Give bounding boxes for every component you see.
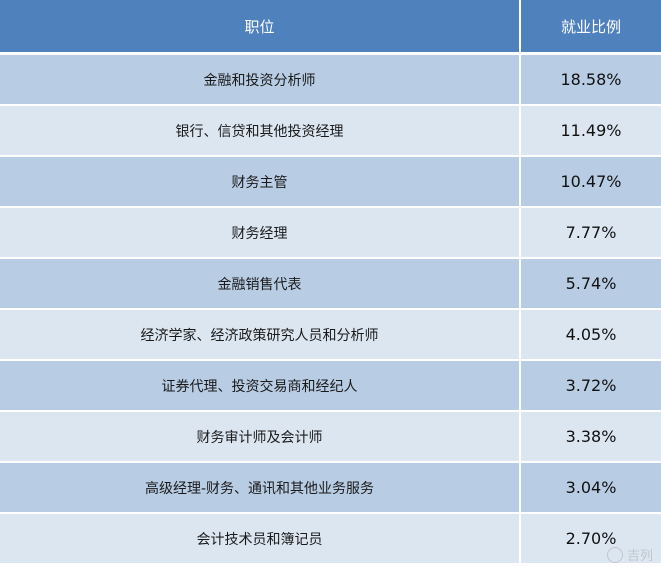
table-header: 职位 就业比例 bbox=[0, 0, 661, 55]
table-row: 会计技术员和簿记员 2.70% bbox=[0, 513, 661, 565]
cell-ratio: 7.77% bbox=[520, 207, 661, 259]
cell-position: 证券代理、投资交易商和经纪人 bbox=[0, 360, 521, 412]
cell-position: 金融和投资分析师 bbox=[0, 53, 521, 106]
table-body: 金融和投资分析师 18.58% 银行、信贷和其他投资经理 11.49% 财务主管… bbox=[0, 53, 661, 565]
cell-ratio: 4.05% bbox=[520, 309, 661, 361]
table-row: 证券代理、投资交易商和经纪人 3.72% bbox=[0, 360, 661, 412]
cell-position: 财务主管 bbox=[0, 156, 521, 208]
cell-ratio: 11.49% bbox=[520, 105, 661, 157]
cell-ratio: 5.74% bbox=[520, 258, 661, 310]
cell-position: 经济学家、经济政策研究人员和分析师 bbox=[0, 309, 521, 361]
cell-position: 财务审计师及会计师 bbox=[0, 411, 521, 463]
cell-position: 会计技术员和簿记员 bbox=[0, 513, 521, 565]
watermark-logo-icon bbox=[606, 546, 623, 563]
table-row: 财务审计师及会计师 3.38% bbox=[0, 411, 661, 463]
cell-position: 银行、信贷和其他投资经理 bbox=[0, 105, 521, 157]
cell-ratio: 10.47% bbox=[520, 156, 661, 208]
table-row: 经济学家、经济政策研究人员和分析师 4.05% bbox=[0, 309, 661, 361]
cell-ratio: 3.72% bbox=[520, 360, 661, 412]
watermark: 吉列 bbox=[606, 545, 653, 564]
table-row: 财务经理 7.77% bbox=[0, 207, 661, 259]
table-row: 高级经理-财务、通讯和其他业务服务 3.04% bbox=[0, 462, 661, 514]
cell-ratio: 2.70% bbox=[520, 513, 661, 565]
header-row: 职位 就业比例 bbox=[0, 0, 661, 55]
watermark-text: 吉列 bbox=[626, 549, 653, 564]
cell-position: 金融销售代表 bbox=[0, 258, 521, 310]
cell-position: 财务经理 bbox=[0, 207, 521, 259]
table-row: 金融和投资分析师 18.58% bbox=[0, 53, 661, 106]
table-row: 财务主管 10.47% bbox=[0, 156, 661, 208]
table-row: 金融销售代表 5.74% bbox=[0, 258, 661, 310]
cell-position: 高级经理-财务、通讯和其他业务服务 bbox=[0, 462, 521, 514]
cell-ratio: 18.58% bbox=[520, 53, 661, 106]
header-employment-ratio: 就业比例 bbox=[520, 0, 661, 55]
cell-ratio: 3.38% bbox=[520, 411, 661, 463]
table-row: 银行、信贷和其他投资经理 11.49% bbox=[0, 105, 661, 157]
cell-ratio: 3.04% bbox=[520, 462, 661, 514]
header-position: 职位 bbox=[0, 0, 521, 55]
